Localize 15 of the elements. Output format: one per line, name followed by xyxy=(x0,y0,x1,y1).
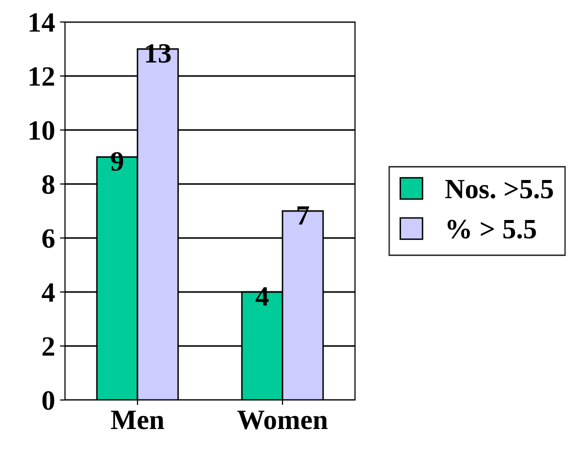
legend-label: Nos. >5.5 xyxy=(445,180,553,199)
data-label: 13 xyxy=(146,44,171,63)
y-tick-label: 14 xyxy=(30,13,55,32)
y-tick-label: 8 xyxy=(42,175,54,194)
y-tick-label: 10 xyxy=(30,121,54,140)
y-tick-label: 2 xyxy=(42,337,54,356)
data-label: 7 xyxy=(297,206,310,225)
legend-label: % > 5.5 xyxy=(448,220,536,239)
y-tick-label: 12 xyxy=(30,67,54,86)
y-tick-label: 6 xyxy=(42,229,54,248)
x-tick-label: Men xyxy=(110,410,164,430)
y-tick-label: 0 xyxy=(42,391,54,410)
y-tick-label: 4 xyxy=(42,283,55,302)
x-tick-label: Women xyxy=(237,410,328,430)
data-label: 4 xyxy=(256,287,269,306)
